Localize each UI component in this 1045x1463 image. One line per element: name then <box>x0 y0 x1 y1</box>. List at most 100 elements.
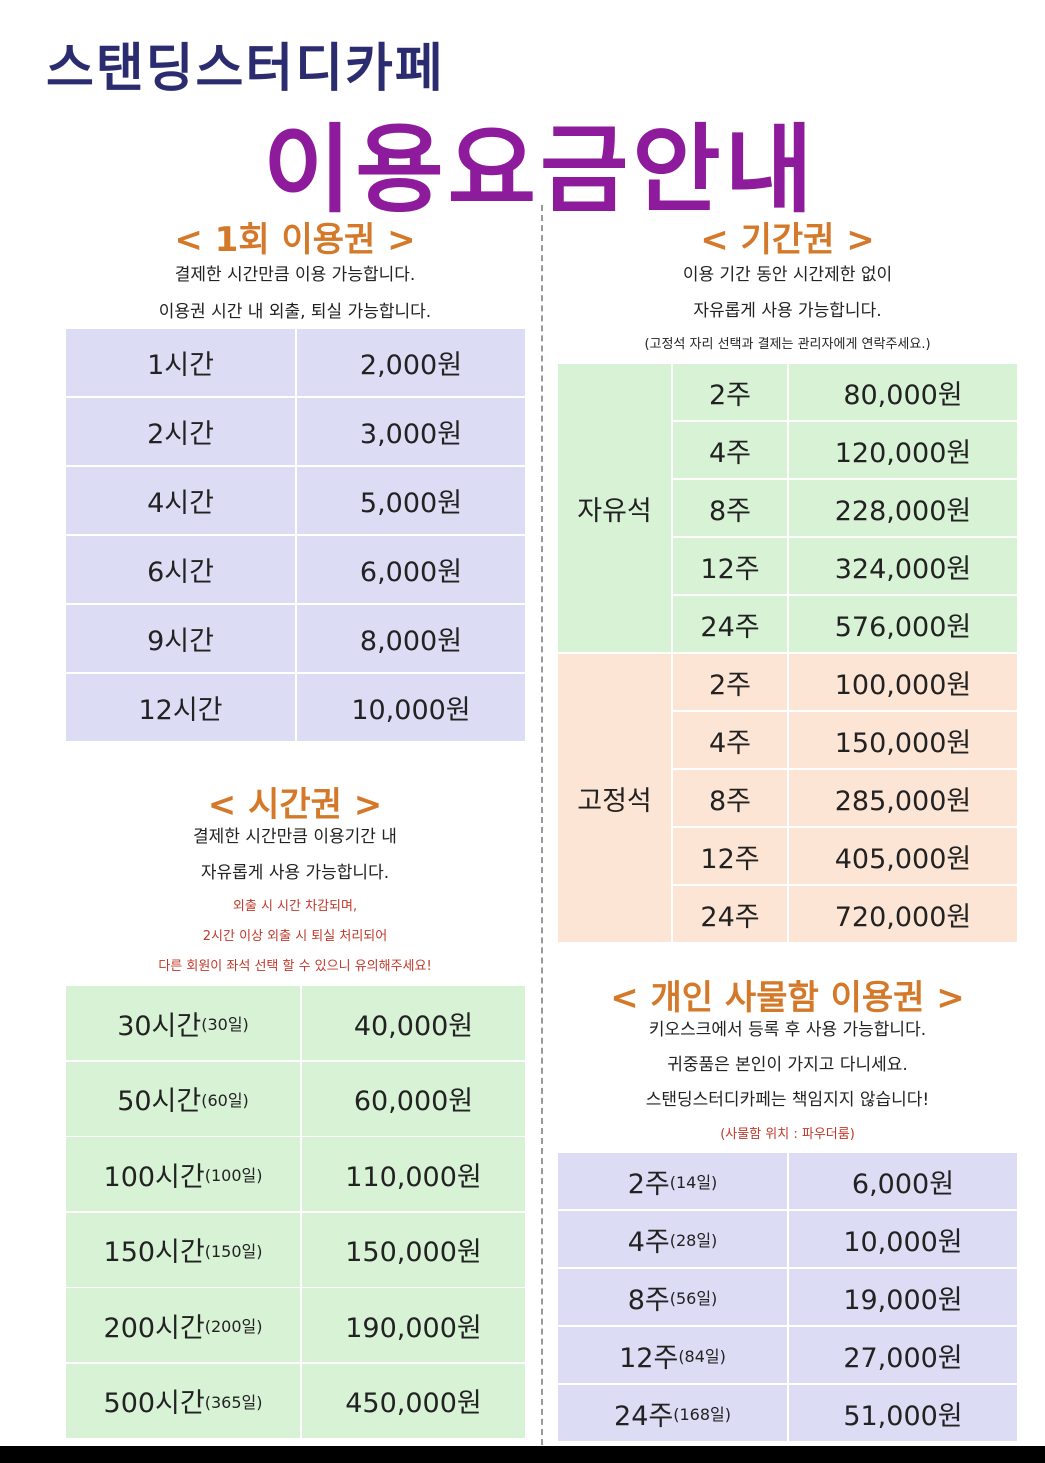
table-cell: 60,000원 <box>301 1060 526 1137</box>
row-price: 576,000원 <box>834 611 972 643</box>
table-cell: 4주 <box>672 711 788 769</box>
table-cell: 100시간 (100일) <box>65 1136 301 1212</box>
row-label: 4주 <box>708 437 752 469</box>
row-label: 2주 <box>627 1168 670 1200</box>
row-label: 6시간 <box>147 557 214 588</box>
table-cell: 4주 (28일) <box>557 1210 788 1268</box>
row-price: 51,000원 <box>843 1400 963 1432</box>
note: 귀중품은 본인이 가지고 다니세요. <box>667 1055 908 1075</box>
table-cell: 228,000원 <box>788 479 1018 537</box>
divider <box>541 205 543 1445</box>
table-cell: 150,000원 <box>301 1211 526 1288</box>
row-label: 12시간 <box>138 695 223 726</box>
table-cell: 10,000원 <box>296 673 526 742</box>
row-price: 10,000원 <box>351 695 471 726</box>
row-price: 720,000원 <box>834 901 972 933</box>
table-cell: 2주 <box>672 653 788 711</box>
row-label: 150시간 <box>103 1237 205 1268</box>
table-cell: 200시간 (200일) <box>65 1287 301 1363</box>
row-label: 2시간 <box>147 419 214 450</box>
table-cell: 500시간 (365일) <box>65 1362 301 1439</box>
row-price: 450,000원 <box>345 1388 482 1419</box>
table-cell: 8주 (56일) <box>557 1268 788 1326</box>
table-cell: 5,000원 <box>296 466 526 535</box>
row-days: (150일) <box>204 1241 263 1261</box>
table-cell: 4주 <box>672 421 788 479</box>
row-price: 40,000원 <box>353 1010 474 1042</box>
table-cell: 6,000원 <box>788 1152 1018 1210</box>
table-cell: 51,000원 <box>788 1384 1018 1442</box>
warning: (사물함 위치 : 파우더룸) <box>720 1127 855 1142</box>
table-cell: 12주 <box>672 537 788 595</box>
table-cell: 24주 (168일) <box>557 1384 788 1442</box>
table-cell: 2시간 <box>65 397 296 466</box>
table-cell: 4시간 <box>65 466 296 535</box>
row-days: (200일) <box>204 1317 263 1336</box>
table-cell: 24주 <box>672 595 788 653</box>
note: 자유롭게 사용 가능합니다. <box>693 301 882 321</box>
row-label: 9시간 <box>147 626 214 657</box>
table-cell: 8,000원 <box>296 604 526 673</box>
row-price: 405,000원 <box>834 843 972 875</box>
row-label: 4시간 <box>147 488 214 519</box>
table-cell: 고정석 <box>557 653 672 943</box>
table-cell: 720,000원 <box>788 885 1018 943</box>
section-heading: < 기간권 > <box>700 220 875 260</box>
row-label: 2주 <box>708 379 752 411</box>
table-cell: 150,000원 <box>788 711 1018 769</box>
note: 결제한 시간만큼 이용기간 내 <box>193 827 397 847</box>
row-label: 12주 <box>700 553 760 585</box>
row-price: 2,000원 <box>359 350 463 381</box>
row-price: 60,000원 <box>353 1086 474 1117</box>
row-days: (60일) <box>201 1090 249 1110</box>
row-price: 110,000원 <box>345 1161 482 1193</box>
group-name: 고정석 <box>577 785 652 817</box>
table-cell: 324,000원 <box>788 537 1018 595</box>
note: 키오스크에서 등록 후 사용 가능합니다. <box>648 1020 927 1040</box>
table-cell: 24주 <box>672 885 788 943</box>
row-label: 50시간 <box>117 1086 202 1117</box>
row-label: 500시간 <box>103 1388 205 1419</box>
row-price: 120,000원 <box>834 437 972 469</box>
row-label: 4주 <box>627 1226 670 1258</box>
title: 이용요금안내 <box>263 114 817 226</box>
bottom-bar <box>0 1446 1045 1463</box>
table-cell: 190,000원 <box>301 1287 526 1363</box>
row-price: 100,000원 <box>834 669 972 701</box>
row-days: (28일) <box>669 1231 718 1250</box>
row-label: 8주 <box>708 495 752 527</box>
row-price: 190,000원 <box>345 1312 482 1344</box>
row-price: 150,000원 <box>834 727 972 759</box>
row-label: 4주 <box>708 727 752 759</box>
table-cell: 450,000원 <box>301 1362 526 1439</box>
row-label: 12주 <box>619 1342 679 1374</box>
table-cell: 자유석 <box>557 363 672 653</box>
row-label: 8주 <box>708 785 752 817</box>
row-label: 200시간 <box>103 1312 205 1344</box>
note: 스탠딩스터디카페는 책임지지 않습니다! <box>645 1090 930 1110</box>
warning: 2시간 이상 외출 시 퇴실 처리되어 <box>202 929 388 944</box>
table-cell: 1시간 <box>65 328 296 397</box>
row-price: 5,000원 <box>359 488 463 519</box>
row-price: 27,000원 <box>843 1342 963 1374</box>
warning: 다른 회원이 좌석 선택 할 수 있으니 유의해주세요! <box>158 959 432 974</box>
table-cell: 40,000원 <box>301 985 526 1061</box>
row-label: 24주 <box>614 1400 674 1432</box>
table-cell: 8주 <box>672 769 788 827</box>
row-price: 80,000원 <box>843 379 963 411</box>
table-cell: 6시간 <box>65 535 296 604</box>
row-label: 24주 <box>700 611 760 643</box>
row-price: 19,000원 <box>843 1284 963 1316</box>
table-cell: 100,000원 <box>788 653 1018 711</box>
table-cell: 405,000원 <box>788 827 1018 885</box>
section-heading: < 1회 이용권 > <box>174 220 416 260</box>
table-cell: 576,000원 <box>788 595 1018 653</box>
row-days: (365일) <box>204 1392 263 1412</box>
row-days: (168일) <box>673 1405 731 1424</box>
note: 자유롭게 사용 가능합니다. <box>200 863 390 883</box>
table-cell: 120,000원 <box>788 421 1018 479</box>
table-cell: 2주 (14일) <box>557 1152 788 1210</box>
row-price: 3,000원 <box>359 419 463 450</box>
row-days: (14일) <box>669 1173 718 1192</box>
